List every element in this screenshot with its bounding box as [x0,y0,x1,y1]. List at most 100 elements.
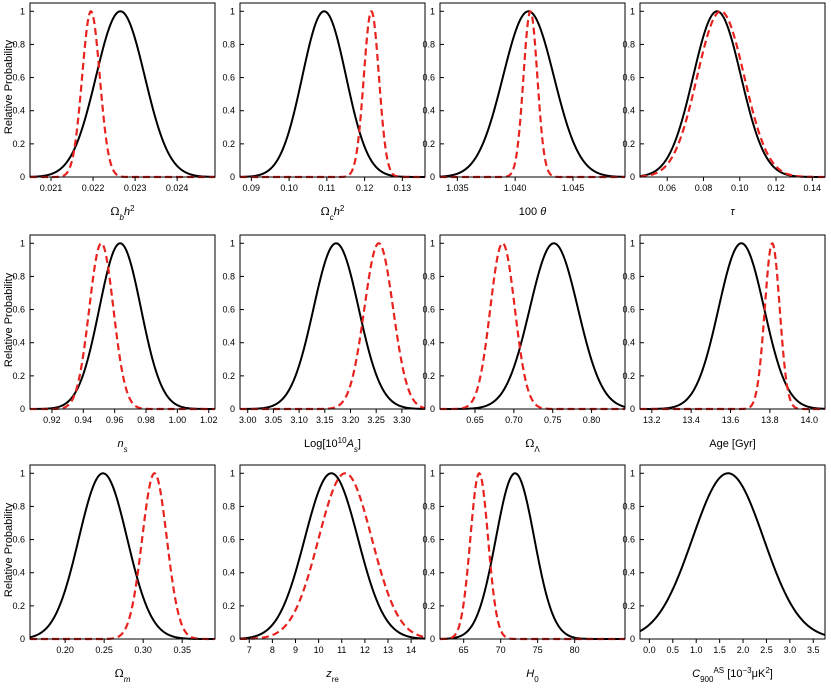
x-tick-label: 0.20 [56,645,74,655]
y-tick-label: 0.4 [622,338,635,348]
x-tick-label: 0.12 [356,183,374,193]
y-tick-label: 0.4 [422,338,435,348]
y-tick-label: 0.8 [422,39,435,49]
x-tick-label: 1.5 [713,645,726,655]
y-tick-label: 0.8 [622,501,635,511]
plot-frame [29,234,216,410]
y-tick-label: 0 [20,404,25,414]
y-tick-label: 1 [630,238,635,248]
x-tick-label: 3.10 [290,415,308,425]
x-tick-label: 0.024 [166,183,189,193]
x-tick-label: 1.035 [446,183,469,193]
series-black-line [239,472,426,640]
x-tick-label: 0.06 [658,183,676,193]
x-tick-label: 0.10 [731,183,749,193]
panel-7: 0 0.2 0.4 0.6 0.8 1 0.65 0.70 0.75 0.80 ΩΛ [422,234,626,454]
y-tick-label: 0 [630,172,635,182]
x-tick-label: 14 [406,645,416,655]
series-black-line [29,10,216,178]
plot-frame [239,234,426,410]
y-tick-label: 0.2 [622,601,635,611]
x-axis-label: Ωbh2 [110,204,135,222]
x-tick-label: 10 [314,645,324,655]
x-axis-label: C900AS [10−3μK2] [692,666,773,684]
y-tick-label: 0.2 [422,371,435,381]
series-red-line [440,471,625,641]
y-axis-label-row-1: Relative Probability [3,39,15,134]
series-red-line [440,9,625,179]
y-tick-label: 0.6 [222,305,235,315]
series-black-line [240,242,426,410]
x-tick-label: 75 [533,645,543,655]
x-tick-label: 0.10 [280,183,298,193]
series-black-line [439,10,626,178]
x-tick-label: 1.040 [504,183,527,193]
y-tick-label: 0.4 [12,338,25,348]
panel-10: 0 0.2 0.4 0.6 0.8 1 7 8 9 10 11 12 13 14 zre [222,464,426,684]
x-axis-label: ns [117,438,127,454]
y-tick-label: 1 [230,6,235,16]
x-tick-label: 0.35 [173,645,191,655]
y-tick-label: 0 [20,634,25,644]
x-tick-label: 3.00 [239,415,257,425]
x-axis-label: zre [325,668,339,684]
x-axis-label: Ωch2 [321,204,345,222]
series-red-line [30,9,215,179]
y-tick-label: 0.6 [12,73,25,83]
y-tick-label: 1 [430,6,435,16]
y-tick-label: 0.6 [622,535,635,545]
x-tick-label: 2.5 [760,645,773,655]
y-tick-label: 0 [430,404,435,414]
series-black-line [639,10,825,178]
series-red-line [639,10,825,179]
y-tick-label: 0 [430,172,435,182]
plot-frame [239,464,426,640]
x-tick-label: 0.12 [767,183,785,193]
y-tick-label: 0.2 [222,139,235,149]
y-tick-label: 0.8 [12,39,25,49]
y-tick-label: 1 [430,238,435,248]
plot-frame [439,464,626,640]
y-tick-label: 0.6 [222,73,235,83]
x-tick-label: 13 [383,645,393,655]
x-tick-label: 3.05 [265,415,283,425]
y-tick-label: 0.2 [222,371,235,381]
y-tick-label: 0.4 [422,106,435,116]
x-tick-label: 1.02 [200,415,218,425]
panel-5: 0 0.2 0.4 0.6 0.8 1 0.92 0.94 0.96 0.98 1.00 1.02 ns [12,234,218,454]
x-tick-label: 0.94 [75,415,93,425]
x-tick-label: 1.00 [169,415,187,425]
y-tick-label: 0.4 [222,338,235,348]
series-black-line [440,242,626,410]
series-red-line [240,472,426,641]
x-axis-label: Ωm [115,667,131,684]
x-tick-label: 13.6 [722,415,740,425]
panel-grid: 00.20.40.60.810.021 0.022 0.023 0.024Ωbh200… [12,2,826,684]
x-tick-label: 0.30 [134,645,152,655]
x-axis-label: H0 [526,668,539,684]
x-tick-label: 0.96 [106,415,124,425]
x-axis-label: Age [Gyr] [709,438,755,450]
x-tick-label: 3.20 [342,415,360,425]
y-tick-label: 0.2 [12,371,25,381]
y-tick-label: 0 [630,634,635,644]
series-red-line [440,242,625,411]
y-tick-label: 0.8 [222,501,235,511]
y-tick-label: 1 [230,468,235,478]
y-tick-label: 0 [430,634,435,644]
x-tick-label: 13.2 [643,415,661,425]
x-tick-label: 0.14 [804,183,822,193]
x-tick-label: 11 [337,645,346,655]
x-tick-label: 0.5 [667,645,680,655]
plot-frame [29,2,216,178]
x-tick-label: 0.75 [544,415,562,425]
x-tick-label: 12 [360,645,370,655]
series-black-line [29,242,215,410]
y-tick-label: 1 [630,468,635,478]
y-tick-label: 1 [20,468,25,478]
panel-9: 0 0.2 0.4 0.6 0.8 1 0.20 0.25 0.30 0.35 Ωm [12,464,216,684]
series-red-line [640,242,825,411]
x-tick-label: 0.92 [43,415,61,425]
y-tick-label: 0.8 [622,271,635,281]
